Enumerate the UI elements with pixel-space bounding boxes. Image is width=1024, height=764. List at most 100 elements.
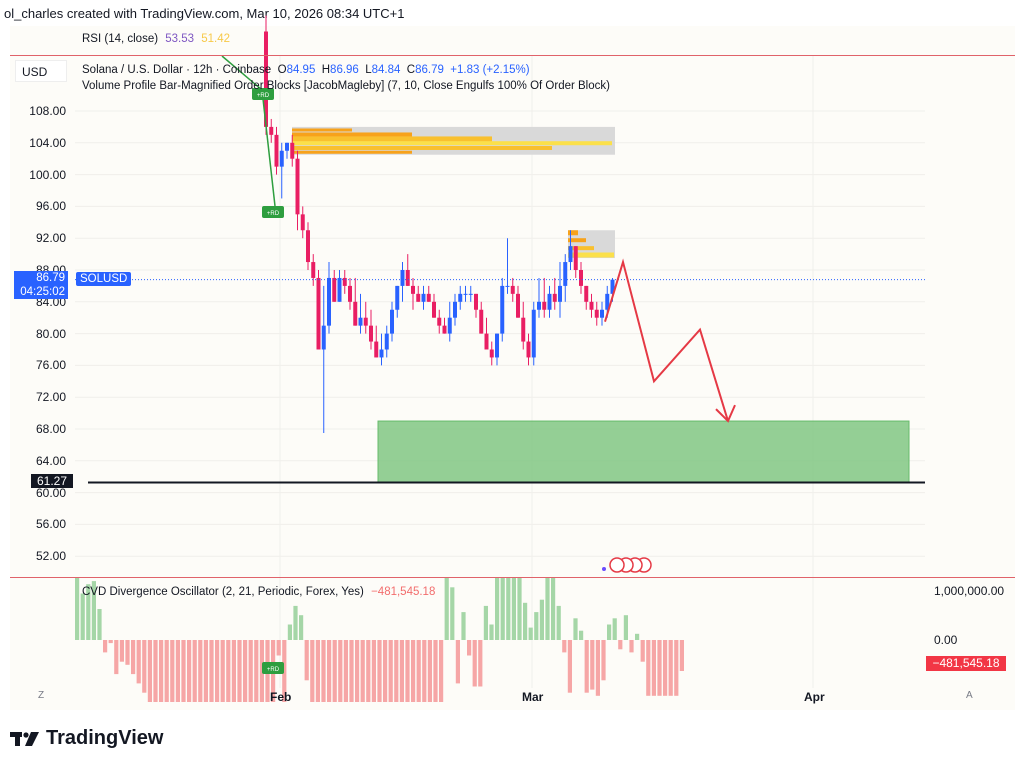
candle-body xyxy=(384,333,389,350)
cvd-bar xyxy=(483,605,488,640)
candle-body xyxy=(600,309,604,318)
cvd-bar xyxy=(366,640,371,702)
candle-body xyxy=(264,31,268,127)
candle-body xyxy=(516,293,520,318)
cvd-bar xyxy=(371,640,376,702)
candle-body xyxy=(411,285,415,294)
cvd-bar xyxy=(388,640,393,702)
cvd-bar xyxy=(612,618,617,640)
zoom-toggle-button[interactable]: Z xyxy=(38,690,45,701)
candle-body xyxy=(327,277,331,326)
cvd-legend[interactable]: CVD Divergence Oscillator (2, 21, Period… xyxy=(82,586,435,598)
signal-label xyxy=(262,662,284,674)
cvd-bar xyxy=(444,578,449,640)
price-axis-label: 96.00 xyxy=(35,199,66,214)
cvd-bar xyxy=(506,578,511,640)
auto-scale-button[interactable]: A xyxy=(966,690,973,701)
tradingview-logo: TradingView xyxy=(10,727,163,750)
x-label-feb: Feb xyxy=(270,690,292,704)
candle-body xyxy=(531,309,536,358)
cvd-bar xyxy=(439,640,444,702)
candle-body xyxy=(594,309,599,318)
candle-body xyxy=(405,270,410,286)
cvd-bar xyxy=(355,640,360,702)
candle-body xyxy=(468,293,473,295)
cvd-bar xyxy=(237,640,242,702)
volume-profile-bar xyxy=(568,230,578,236)
candle-body xyxy=(563,262,568,286)
price-axis-label: 108.00 xyxy=(29,104,66,118)
candle-body xyxy=(589,301,594,310)
cvd-axis-zero: 0.00 xyxy=(934,633,958,647)
cvd-bar xyxy=(635,633,640,640)
price-axis-label: 64.00 xyxy=(35,453,66,468)
cvd-bar xyxy=(181,640,186,702)
cvd-bar xyxy=(360,640,365,702)
rsi-ma-value: 51.42 xyxy=(201,33,231,45)
candle-body xyxy=(495,333,499,358)
candle-body xyxy=(453,301,457,318)
currency-label[interactable]: USD xyxy=(15,60,67,82)
low-value: 84.84 xyxy=(371,64,401,76)
cvd-bar xyxy=(226,640,231,702)
close-label: C xyxy=(406,64,416,76)
event-marker-icon xyxy=(602,567,606,571)
candle-body xyxy=(421,293,426,302)
volume-profile-bar xyxy=(568,246,594,251)
cvd-bar xyxy=(405,640,410,702)
cvd-axis-top: 1,000,000.00 xyxy=(934,584,1005,598)
high-label: H xyxy=(321,64,331,76)
volume-profile-bar xyxy=(568,238,586,243)
cvd-bar xyxy=(573,618,578,640)
cvd-bar xyxy=(679,640,684,671)
candle-body xyxy=(526,341,531,358)
cvd-bar xyxy=(579,630,584,640)
indicator-legend[interactable]: Volume Profile Bar-Magnified Order Block… xyxy=(82,80,610,92)
signal-label xyxy=(252,88,274,100)
rsi-value: 53.53 xyxy=(165,33,195,45)
price-axis-label: 60.00 xyxy=(35,485,66,500)
cvd-bar xyxy=(646,640,651,696)
candle-body xyxy=(374,341,379,358)
open-value: 84.95 xyxy=(286,64,316,76)
price-axis-label: 52.00 xyxy=(35,549,66,564)
cvd-bar xyxy=(293,605,298,640)
candle-body xyxy=(379,349,384,358)
candle-body xyxy=(285,142,289,151)
cvd-bar xyxy=(377,640,382,702)
cvd-bar xyxy=(416,640,421,702)
candle-body xyxy=(547,293,552,310)
chart-credit: ol_charles created with TradingView.com,… xyxy=(4,6,405,21)
cvd-bar xyxy=(556,605,561,640)
candle-body xyxy=(537,301,541,310)
cvd-bar xyxy=(332,640,337,702)
logo-text: TradingView xyxy=(46,727,164,749)
cvd-bar xyxy=(517,578,522,640)
pane-separator[interactable] xyxy=(10,55,1015,56)
candle-body xyxy=(542,301,547,310)
candle-body xyxy=(505,285,510,287)
cvd-value: −481,545.18 xyxy=(371,586,436,598)
pane-separator[interactable] xyxy=(10,577,1015,578)
bar-countdown: 04:25:02 xyxy=(20,286,65,298)
cvd-label: CVD Divergence Oscillator (2, 21, Period… xyxy=(82,586,364,598)
candle-body xyxy=(610,279,615,294)
cvd-bar xyxy=(663,640,668,696)
cvd-bar xyxy=(159,640,164,702)
candle-body xyxy=(463,293,468,295)
candle-body xyxy=(321,325,326,350)
x-label-mar: Mar xyxy=(522,690,544,704)
signal-label xyxy=(262,206,284,218)
candle-body xyxy=(432,301,436,318)
symbol-title[interactable]: Solana / U.S. Dollar · 12h · Coinbase xyxy=(82,64,272,76)
change-value: +1.83 (+2.15%) xyxy=(450,64,530,76)
cvd-bar xyxy=(383,640,388,702)
candle-body xyxy=(479,309,484,334)
candle-body xyxy=(306,230,310,263)
price-axis-label: 56.00 xyxy=(35,517,66,532)
cvd-bar xyxy=(103,640,108,653)
candle-body xyxy=(447,317,452,334)
cvd-bar xyxy=(601,640,606,681)
candle-body xyxy=(274,134,279,167)
